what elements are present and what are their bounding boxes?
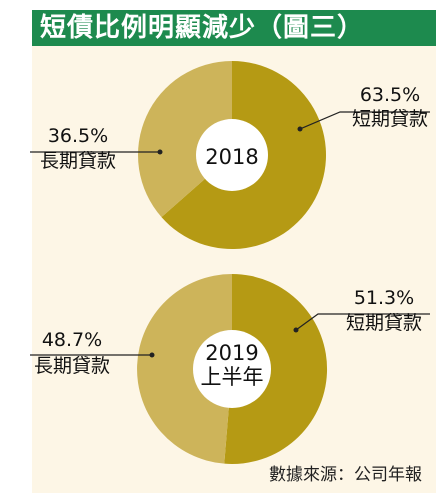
chart-title: 短債比例明顯減少（圖三） <box>40 13 365 43</box>
data-label-value: 51.3% <box>354 287 414 309</box>
title-bar: 短債比例明顯減少（圖三） <box>32 10 436 46</box>
center-label: 2019 <box>205 341 258 365</box>
source-note: 數據來源：公司年報 <box>269 465 422 485</box>
data-label-value: 63.5% <box>360 84 420 106</box>
center-label: 2018 <box>205 145 258 169</box>
slice-long-term <box>138 61 232 218</box>
data-label-category: 短期貸款 <box>346 312 422 334</box>
data-label-category: 長期貸款 <box>34 355 110 377</box>
slice-long-term <box>137 274 232 464</box>
donut-hole <box>193 330 271 408</box>
data-label-category: 短期貸款 <box>352 108 428 130</box>
center-label: 上半年 <box>201 365 264 389</box>
leader-line <box>299 111 430 130</box>
donut-chart-2018: 2018 63.5%短期貸款 36.5% 長期貸款 <box>30 61 430 249</box>
data-label-value: 36.5% <box>48 125 108 147</box>
data-label-value: 48.7% <box>42 329 102 351</box>
data-label-category: 長期貸款 <box>40 150 116 172</box>
leader-dot <box>157 149 163 155</box>
leader-line <box>295 313 430 331</box>
leader-dot <box>149 352 155 358</box>
donut-hole <box>196 119 268 191</box>
leader-dot <box>297 126 303 132</box>
leader-dot <box>293 327 299 333</box>
slice-short-term <box>224 274 328 464</box>
